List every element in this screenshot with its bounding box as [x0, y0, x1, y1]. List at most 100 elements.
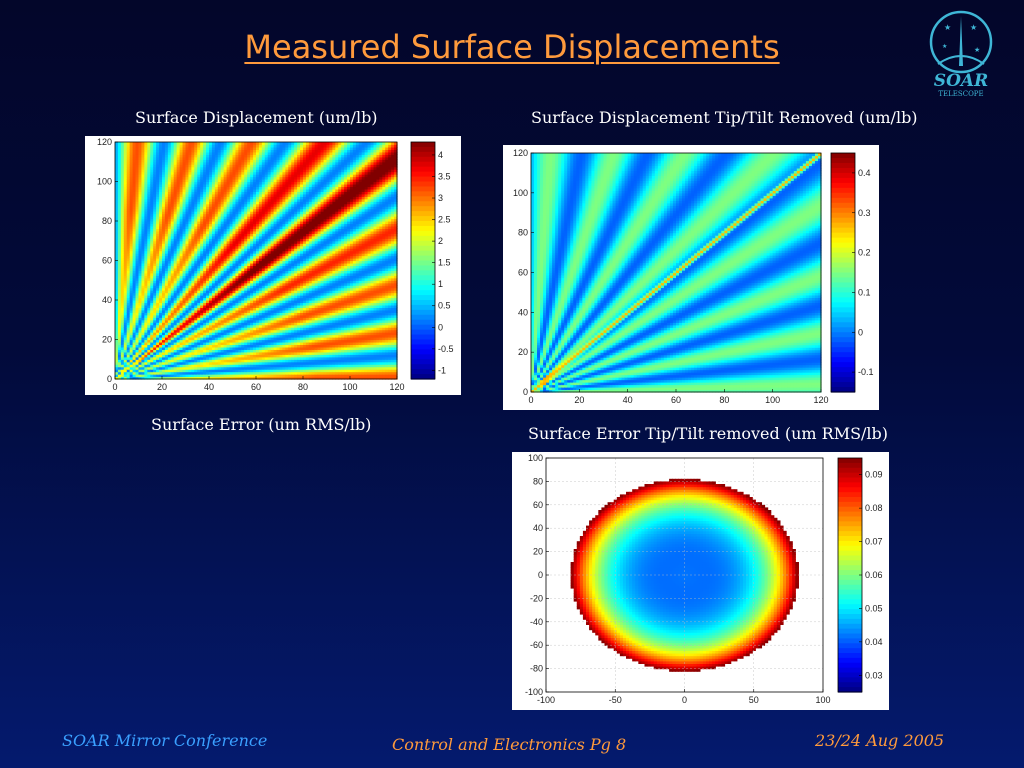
colorbar-segment — [831, 307, 855, 313]
colorbar-segment — [831, 257, 855, 264]
colorbar-segment — [831, 287, 855, 294]
colorbar-segment — [838, 623, 862, 630]
colorbar-segment — [831, 187, 855, 194]
y-tick-label: 100 — [528, 453, 543, 463]
y-tick-label: 20 — [518, 347, 528, 357]
y-tick-label: -20 — [530, 593, 543, 603]
colorbar-segment — [411, 280, 435, 286]
colorbar-segment — [411, 374, 435, 380]
colorbar-segment — [831, 317, 855, 323]
caption-surface-displacement: Surface Displacement (um/lb) — [135, 108, 378, 127]
colorbar-segment — [411, 142, 435, 148]
colorbar-segment — [838, 560, 862, 566]
colorbar-segment — [831, 227, 855, 234]
y-tick-label: -40 — [530, 617, 543, 627]
colorbar-segment — [838, 555, 862, 561]
colorbar-segment — [411, 181, 435, 188]
colorbar-segment — [838, 511, 862, 518]
colorbar-segment — [831, 302, 855, 308]
colorbar-segment — [411, 206, 435, 212]
colorbar-segment — [838, 472, 862, 479]
colorbar-segment — [411, 235, 435, 242]
colorbar-segment — [838, 604, 862, 610]
colorbar-segment — [411, 221, 435, 227]
surface-displacement-tip-tilt-chart: 0 20 40 60 80 100 120 0 20 40 60 80 100 120 0.4 0.3 0.2 0… — [513, 148, 874, 405]
soar-telescope-logo: ★ ★ ★ ★ SOAR TELESCOPE — [929, 10, 993, 98]
colorbar-segment — [838, 599, 862, 605]
colorbar-segment — [831, 232, 855, 239]
colorbar-segment — [838, 633, 862, 639]
surface-error-tip-tilt-chart: -100 -50 0 50 100 100 80 60 40 20 0 -20 -40 -60 -80 -10… — [525, 453, 883, 705]
colorbar-tick-label: -0.5 — [438, 344, 454, 354]
svg-text:★: ★ — [942, 43, 947, 50]
y-tick-label: 80 — [533, 476, 543, 486]
colorbar-tick-label: 0.4 — [858, 168, 871, 178]
colorbar-segment — [831, 342, 855, 348]
x-tick-label: 80 — [298, 382, 308, 392]
heatmap-panel-2: 0 20 40 60 80 100 120 0 20 40 60 80 100 120 0.4 0.3 0.2 0… — [503, 145, 879, 410]
y-tick-label: 40 — [518, 307, 528, 317]
colorbar-segment — [411, 329, 435, 336]
x-tick-label: 0 — [528, 395, 533, 405]
colorbar-segment — [831, 207, 855, 214]
colorbar-segment — [831, 252, 855, 259]
x-tick-label: 40 — [623, 395, 633, 405]
colorbar-segment — [831, 237, 855, 244]
colorbar-segment — [831, 312, 855, 318]
colorbar-segment — [411, 285, 435, 291]
colorbar-segment — [831, 242, 855, 249]
colorbar-segment — [411, 245, 435, 252]
footer-page: Control and Electronics Pg 8 — [392, 735, 626, 754]
colorbar-segment — [411, 265, 435, 271]
colorbar-segment — [411, 161, 435, 168]
y-tick-label: 120 — [513, 148, 528, 158]
colorbar-segment — [838, 614, 862, 620]
colorbar-segment — [838, 628, 862, 635]
colorbar-segment — [831, 322, 855, 328]
colorbar-segment — [411, 304, 435, 311]
colorbar-segment — [838, 589, 862, 596]
colorbar-segment — [411, 230, 435, 237]
y-tick-label: 100 — [97, 177, 112, 187]
colorbar-segment — [838, 687, 862, 693]
colorbar-tick-label: 0 — [438, 322, 443, 332]
y-tick-label: -80 — [530, 664, 543, 674]
colorbar-tick-label: -1 — [438, 365, 446, 375]
y-tick-label: -60 — [530, 640, 543, 650]
colorbar-segment — [411, 171, 435, 178]
y-tick-label: 100 — [513, 188, 528, 198]
colorbar-segment — [411, 339, 435, 346]
svg-text:★: ★ — [970, 23, 977, 32]
y-tick-label: 80 — [102, 216, 112, 226]
colorbar-segment — [838, 501, 862, 508]
colorbar-segment — [838, 579, 862, 586]
x-tick-label: 60 — [251, 382, 261, 392]
y-tick-label: 80 — [518, 228, 528, 238]
colorbar-segment — [838, 550, 862, 557]
colorbar-segment — [838, 462, 862, 469]
colorbar-tick-label: -0.1 — [858, 367, 874, 377]
colorbar-segment — [411, 319, 435, 326]
colorbar-segment — [411, 300, 435, 306]
colorbar-segment — [838, 477, 862, 483]
slide-title: Measured Surface Displacements — [0, 28, 1024, 66]
colorbar-segment — [411, 146, 435, 153]
colorbar-segment — [838, 487, 862, 493]
colorbar-segment — [411, 334, 435, 341]
colorbar-segment — [831, 197, 855, 204]
colorbar-tick-label: 2.5 — [438, 215, 451, 225]
colorbar-segment — [838, 545, 862, 552]
colorbar-segment — [831, 247, 855, 254]
colorbar-segment — [838, 467, 862, 474]
colorbar-segment — [411, 369, 435, 375]
colorbar-segment — [831, 387, 855, 393]
colorbar-segment — [831, 222, 855, 229]
colorbar-segment — [838, 677, 862, 683]
colorbar-segment — [831, 282, 855, 289]
colorbar-segment — [838, 682, 862, 688]
colorbar-segment — [838, 492, 862, 498]
x-tick-label: 50 — [749, 695, 759, 705]
colorbar-tick-label: 3 — [438, 193, 443, 203]
colorbar-segment — [411, 240, 435, 247]
x-tick-label: 40 — [204, 382, 214, 392]
